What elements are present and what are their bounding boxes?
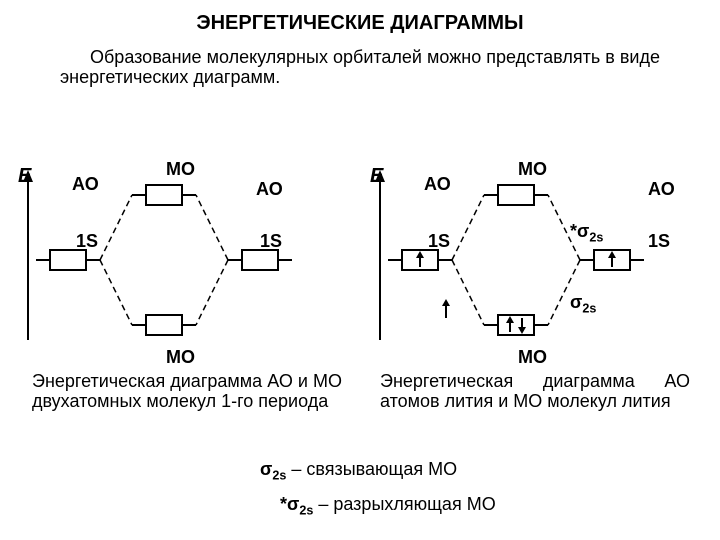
footnote-star-sigma: *σ2s – разрыхляющая МО xyxy=(280,495,496,518)
left-AO-label-top-right: АО xyxy=(256,180,283,200)
left-AO-label-top-left: АО xyxy=(72,175,99,195)
star-sigma-text: *σ2s xyxy=(570,221,603,241)
right-1S-right: 1S xyxy=(648,232,670,252)
sigma-text: σ2s xyxy=(570,292,596,312)
footnote-sigma: σ2s – связывающая МО xyxy=(260,460,457,483)
right-1S-left: 1S xyxy=(428,232,450,252)
right-MO-label-top: МО xyxy=(518,160,547,180)
left-MO-label-top: МО xyxy=(166,160,195,180)
right-star-sigma2s: *σ2s xyxy=(570,222,603,245)
caption-left: Энергетическая диаграмма АО и МО двухато… xyxy=(32,372,342,412)
left-E-label: E xyxy=(18,165,31,187)
caption-left-line1: Энергетическая диаграмма xyxy=(32,371,262,391)
footnote-sigma-text: – связывающая МО xyxy=(286,459,457,479)
right-AO-label-top-left: АО xyxy=(424,175,451,195)
left-MO-label-bottom: МО xyxy=(166,348,195,368)
footnote-star-sigma-text: – разрыхляющая МО xyxy=(313,494,495,514)
caption-right-line1: Энергетическая диаграмма xyxy=(380,371,635,391)
right-sigma2s: σ2s xyxy=(570,293,596,316)
right-AO-label-top-right: АО xyxy=(648,180,675,200)
right-E-label: E xyxy=(370,165,383,187)
left-1S-left: 1S xyxy=(76,232,98,252)
caption-right: Энергетическая диаграмма АО атомов лития… xyxy=(380,372,690,412)
left-1S-right: 1S xyxy=(260,232,282,252)
right-MO-label-bottom: МО xyxy=(518,348,547,368)
